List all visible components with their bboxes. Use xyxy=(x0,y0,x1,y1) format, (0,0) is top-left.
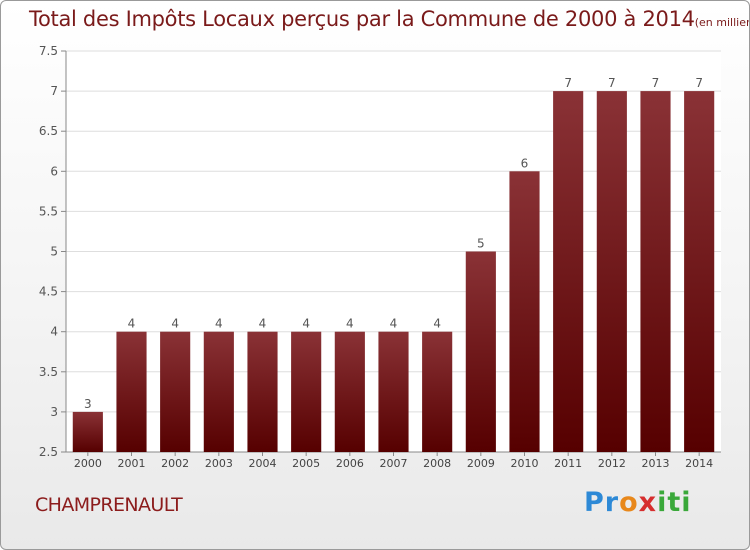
y-tick-label: 2.5 xyxy=(39,445,58,459)
y-tick-label: 4 xyxy=(50,325,58,339)
commune-name: CHAMPRENAULT xyxy=(35,494,183,516)
bar-2002 xyxy=(160,331,191,452)
y-tick-label: 5.5 xyxy=(39,204,58,218)
x-tick-label-2008: 2008 xyxy=(423,457,451,470)
data-label-2009: 5 xyxy=(477,237,485,251)
data-label-2005: 4 xyxy=(302,317,310,331)
bar-2014 xyxy=(684,91,715,452)
data-label-2004: 4 xyxy=(259,317,267,331)
title-text: Total des Impôts Locaux perçus par la Co… xyxy=(29,7,695,31)
data-label-2011: 7 xyxy=(564,76,572,90)
bar-2007 xyxy=(378,331,409,452)
x-tick-label-2001: 2001 xyxy=(118,457,146,470)
y-tick-label: 7 xyxy=(50,84,58,98)
x-tick-label-2003: 2003 xyxy=(205,457,233,470)
x-tick-label-2013: 2013 xyxy=(642,457,670,470)
y-tick-label: 7.5 xyxy=(39,44,58,58)
x-tick-label-2006: 2006 xyxy=(336,457,364,470)
bar-2012 xyxy=(596,91,627,452)
x-tick-label-2000: 2000 xyxy=(74,457,102,470)
x-tick-label-2007: 2007 xyxy=(380,457,408,470)
y-tick-label: 3 xyxy=(50,405,58,419)
data-label-2012: 7 xyxy=(608,76,616,90)
y-tick-label: 3.5 xyxy=(39,365,58,379)
data-label-2010: 6 xyxy=(521,156,529,170)
proxiti-logo: Proxiti xyxy=(584,487,692,518)
bar-2004 xyxy=(247,331,278,452)
y-tick-label: 6.5 xyxy=(39,124,58,138)
data-label-2007: 4 xyxy=(390,317,398,331)
bar-2006 xyxy=(334,331,365,452)
x-tick-label-2010: 2010 xyxy=(511,457,539,470)
chart-title: Total des Impôts Locaux perçus par la Co… xyxy=(29,7,749,31)
x-tick-label-2011: 2011 xyxy=(554,457,582,470)
bar-2011 xyxy=(553,91,584,452)
bar-2000 xyxy=(72,411,103,452)
bar-2013 xyxy=(640,91,671,452)
data-label-2008: 4 xyxy=(433,317,441,331)
x-tick-label-2004: 2004 xyxy=(249,457,277,470)
data-label-2001: 4 xyxy=(128,317,136,331)
x-tick-label-2014: 2014 xyxy=(685,457,713,470)
data-label-2014: 7 xyxy=(695,76,703,90)
x-tick-label-2012: 2012 xyxy=(598,457,626,470)
y-tick-label: 6 xyxy=(50,164,58,178)
data-label-2013: 7 xyxy=(652,76,660,90)
data-label-2003: 4 xyxy=(215,317,223,331)
data-label-2000: 3 xyxy=(84,397,92,411)
bar-2008 xyxy=(422,331,453,452)
bar-2001 xyxy=(116,331,147,452)
bar-2010 xyxy=(509,171,540,453)
y-tick-label: 4.5 xyxy=(39,285,58,299)
data-label-2006: 4 xyxy=(346,317,354,331)
bar-2003 xyxy=(203,331,234,452)
bar-2009 xyxy=(465,251,496,452)
x-tick-label-2002: 2002 xyxy=(161,457,189,470)
data-label-2002: 4 xyxy=(171,317,179,331)
x-tick-label-2005: 2005 xyxy=(292,457,320,470)
bar-2005 xyxy=(291,331,322,452)
y-tick-label: 5 xyxy=(50,245,58,259)
unit-note: (en milliers d'€) xyxy=(694,16,749,29)
x-tick-label-2009: 2009 xyxy=(467,457,495,470)
